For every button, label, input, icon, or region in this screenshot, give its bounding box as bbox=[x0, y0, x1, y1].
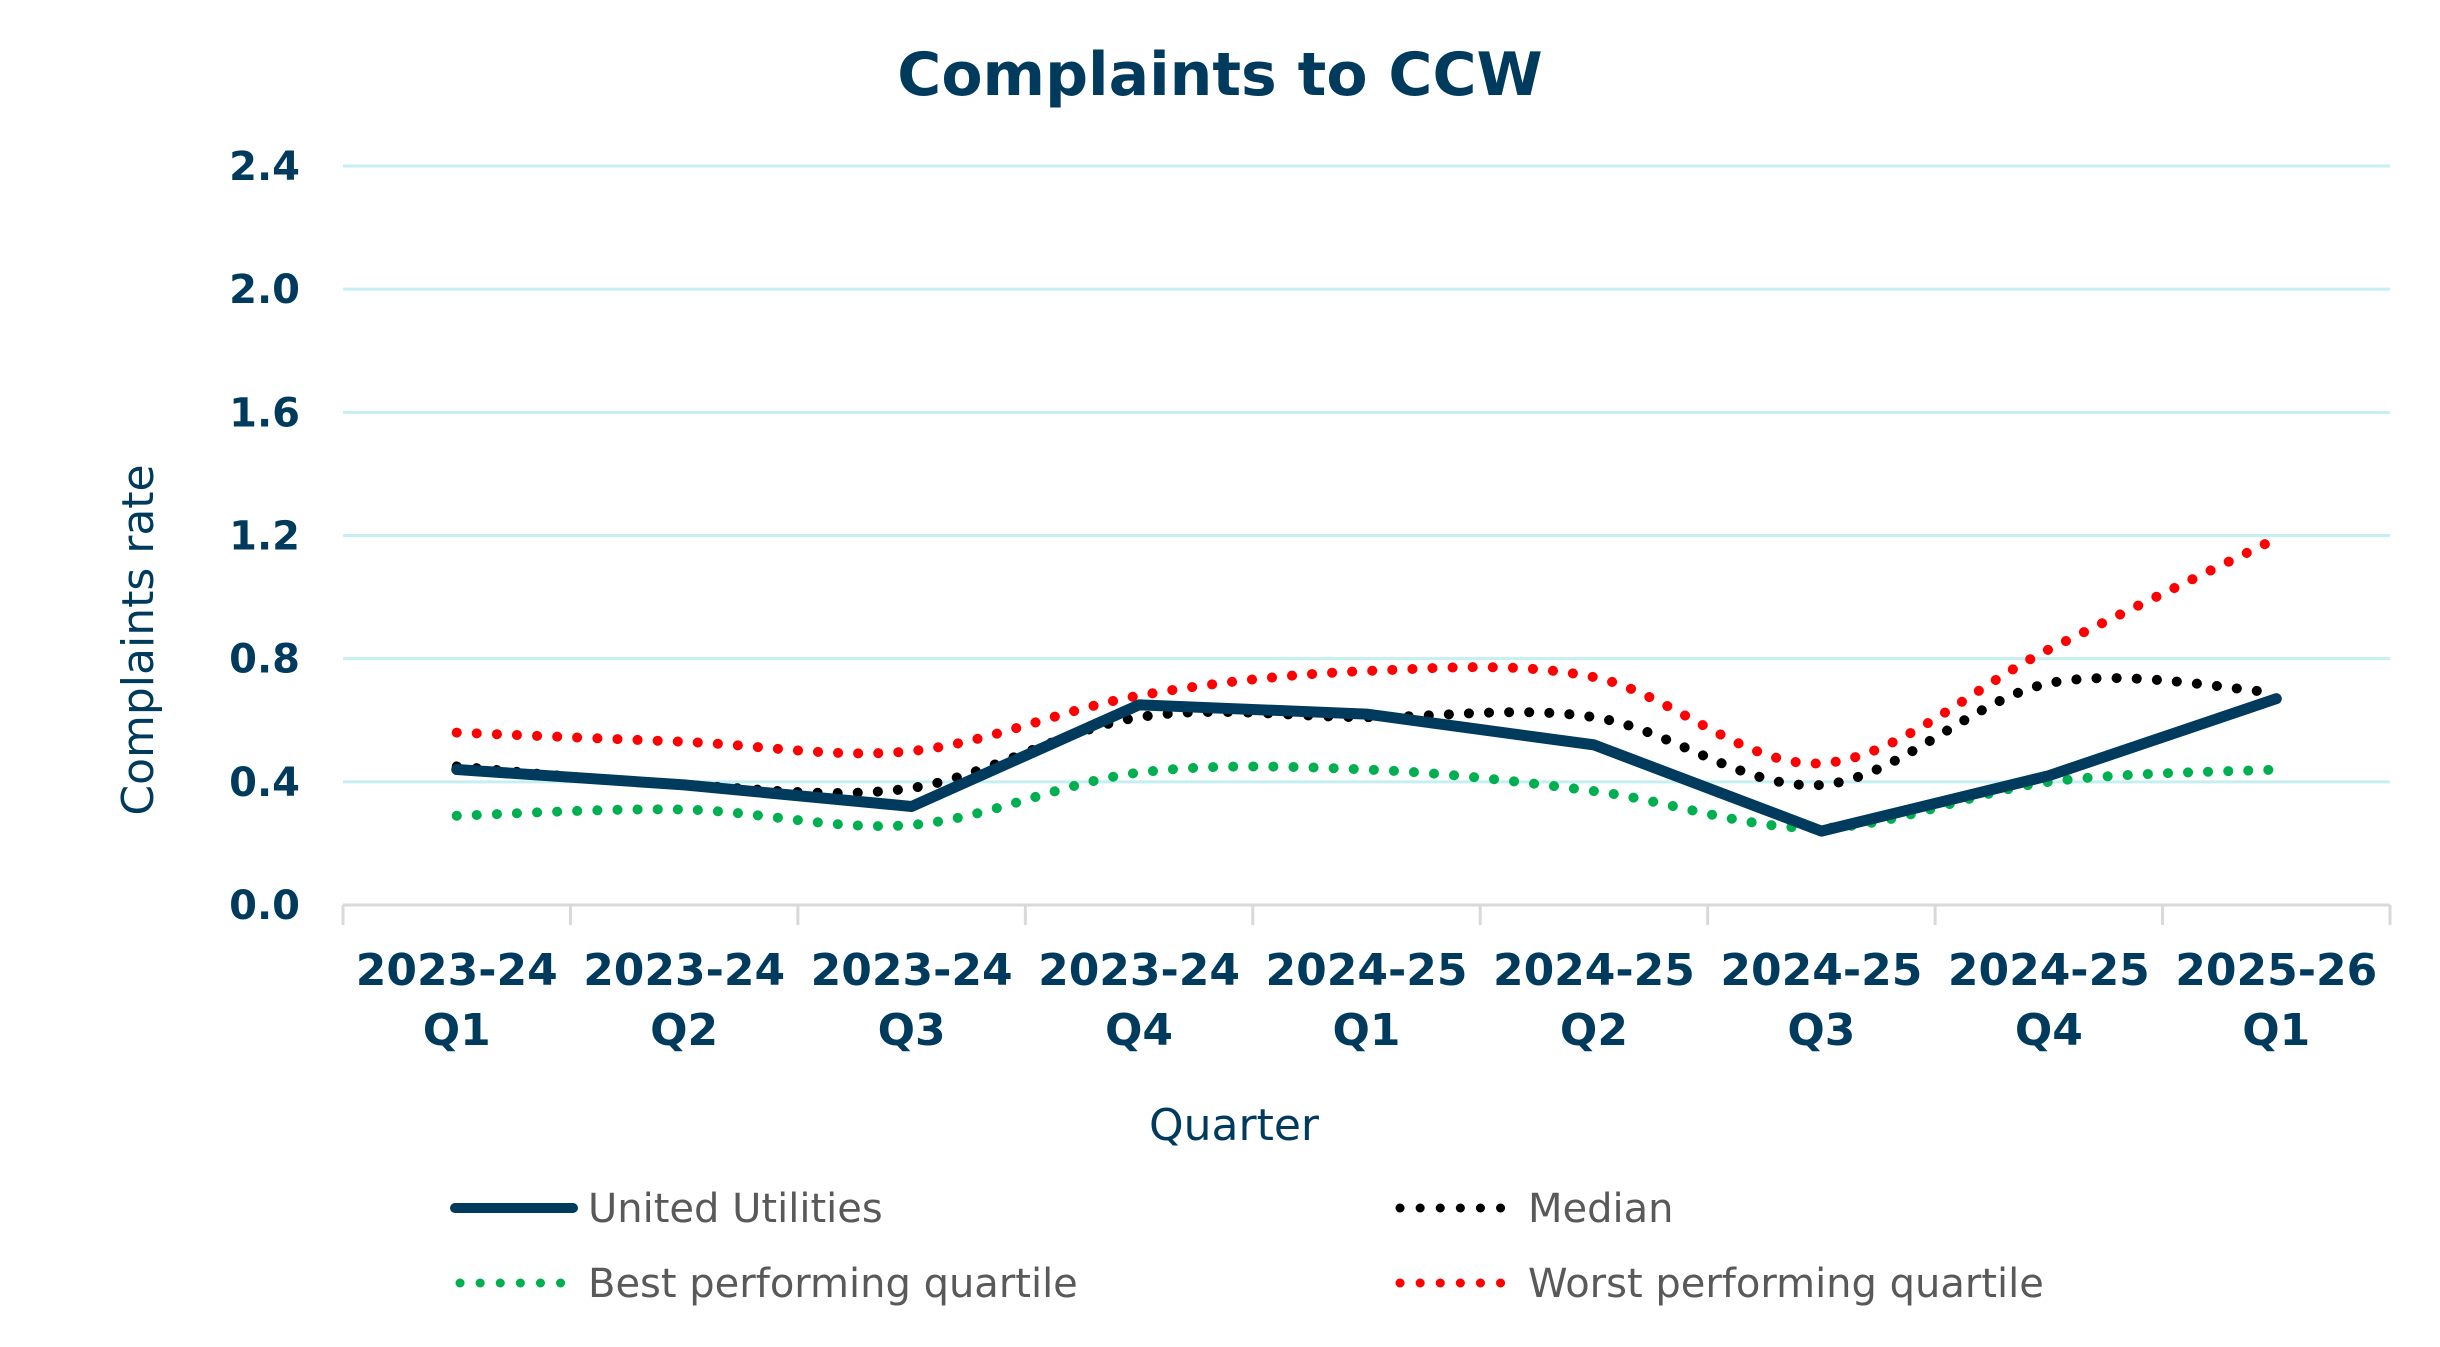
series-line-median bbox=[451, 673, 2282, 799]
x-tick-label: 2024-25 bbox=[1948, 945, 2150, 996]
x-tick-label: 2024-25 bbox=[1720, 945, 1922, 996]
chart-title: Complaints to CCW bbox=[897, 40, 1542, 110]
x-tick-label: 2023-24 bbox=[811, 945, 1013, 996]
x-tick-label: Q3 bbox=[878, 1005, 946, 1056]
legend-item: Worst performing quartile bbox=[1395, 1261, 2044, 1307]
x-tick-label: 2025-26 bbox=[2175, 945, 2377, 996]
x-axis-label: Quarter bbox=[1149, 1100, 1320, 1151]
legend-item: United Utilities bbox=[450, 1186, 883, 1232]
legend-label: Best performing quartile bbox=[588, 1261, 1078, 1307]
x-tick-label: Q4 bbox=[2015, 1005, 2083, 1056]
x-tick-label: Q2 bbox=[1560, 1005, 1628, 1056]
legend-item: Best performing quartile bbox=[455, 1261, 1078, 1307]
y-axis-label: Complaints rate bbox=[113, 464, 164, 815]
legend: United Utilities Median Best performing qu… bbox=[450, 1186, 2044, 1307]
series-line-united-utilities bbox=[451, 693, 2282, 837]
y-tick-label: 0.8 bbox=[229, 637, 300, 683]
x-tick-label: 2023-24 bbox=[356, 945, 558, 996]
y-tick-label: 2.0 bbox=[229, 267, 300, 313]
y-tick-label: 1.6 bbox=[229, 390, 300, 436]
y-tick-label: 0.4 bbox=[229, 760, 300, 806]
x-tick-label: 2023-24 bbox=[1038, 945, 1240, 996]
x-axis: 2023-24 Q1 2023-24 Q2 2023-24 Q3 2023-24 Q4 2024… bbox=[341, 903, 2392, 1056]
legend-item: Median bbox=[1395, 1186, 1674, 1232]
y-tick-labels: 0.0 0.4 0.8 1.2 1.6 2.0 2.4 bbox=[229, 144, 300, 929]
legend-label: Median bbox=[1528, 1186, 1674, 1232]
x-tick-label: Q1 bbox=[2242, 1005, 2310, 1056]
x-tick-label: Q1 bbox=[423, 1005, 491, 1056]
x-tick-label: Q4 bbox=[1105, 1005, 1173, 1056]
y-tick-label: 2.4 bbox=[229, 144, 300, 190]
x-tick-label: 2024-25 bbox=[1493, 945, 1695, 996]
series-line-worst-performing-quartile bbox=[451, 533, 2282, 769]
legend-label: United Utilities bbox=[588, 1186, 883, 1232]
legend-label: Worst performing quartile bbox=[1528, 1261, 2044, 1307]
x-tick-label: Q2 bbox=[650, 1005, 718, 1056]
series-lines bbox=[451, 533, 2282, 837]
y-tick-label: 1.2 bbox=[229, 514, 300, 560]
gridlines bbox=[343, 164, 2390, 784]
series-line-best-performing-quartile bbox=[451, 761, 2282, 834]
y-tick-label: 0.0 bbox=[229, 883, 300, 929]
x-tick-label: Q1 bbox=[1332, 1005, 1400, 1056]
x-tick-label: Q3 bbox=[1787, 1005, 1855, 1056]
x-tick-label: 2023-24 bbox=[583, 945, 785, 996]
x-tick-label: 2024-25 bbox=[1266, 945, 1468, 996]
